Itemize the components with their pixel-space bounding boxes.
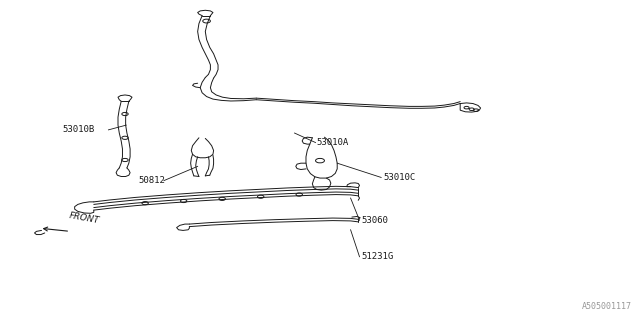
Text: 53010B: 53010B	[62, 125, 94, 134]
Text: A505001117: A505001117	[582, 302, 632, 311]
Text: 50812: 50812	[138, 176, 165, 185]
Text: 53060: 53060	[362, 216, 388, 225]
Text: 53010C: 53010C	[384, 173, 416, 182]
Text: FRONT: FRONT	[68, 211, 100, 225]
Text: 53010A: 53010A	[317, 138, 349, 147]
Text: 51231G: 51231G	[362, 252, 394, 261]
